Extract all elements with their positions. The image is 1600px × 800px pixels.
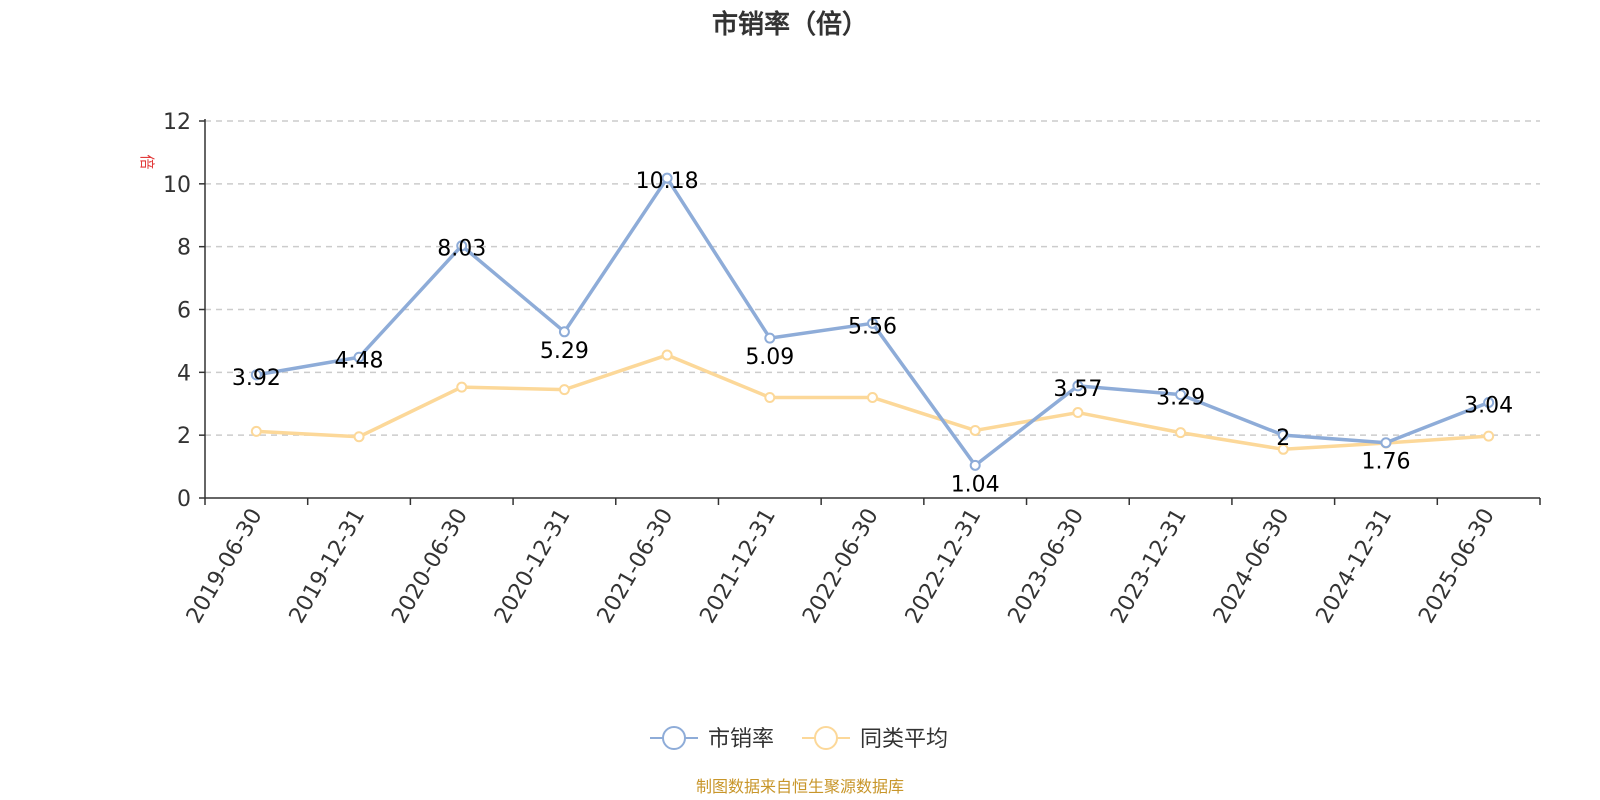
x-tick-label: 2022-12-31 <box>901 505 987 628</box>
x-tick-label: 2020-06-30 <box>387 505 473 628</box>
data-label: 1.04 <box>951 472 1000 497</box>
data-label: 5.56 <box>848 314 897 339</box>
x-tick-label: 2025-06-30 <box>1414 505 1500 628</box>
data-point[interactable] <box>971 461 980 470</box>
grid-lines <box>205 121 1540 435</box>
x-tick-label: 2024-12-31 <box>1312 505 1398 628</box>
legend-label: 同类平均 <box>860 727 948 752</box>
x-axis-ticks: 2019-06-30 2019-12-31 2020-06-30 2020-12-31… <box>182 498 1540 628</box>
y-tick-label: 0 <box>177 487 191 512</box>
data-point[interactable] <box>560 385 569 394</box>
data-point[interactable] <box>1484 432 1493 441</box>
data-point[interactable] <box>765 393 774 402</box>
x-tick-label: 2021-12-31 <box>695 505 781 628</box>
data-label: 10.18 <box>636 169 699 194</box>
legend-marker <box>663 727 685 749</box>
y-tick-label: 8 <box>177 236 191 261</box>
data-label: 8.03 <box>437 237 486 262</box>
data-point[interactable] <box>560 327 569 336</box>
x-tick-label: 2019-12-31 <box>285 505 371 628</box>
y-tick-label: 6 <box>177 299 191 324</box>
y-tick-label: 4 <box>177 361 191 386</box>
chart-title: 市销率（倍） <box>712 9 868 40</box>
data-point[interactable] <box>1073 408 1082 417</box>
data-label: 5.29 <box>540 339 589 364</box>
data-point[interactable] <box>663 351 672 360</box>
data-point[interactable] <box>457 383 466 392</box>
y-axis-unit: 倍 <box>138 154 156 169</box>
data-label: 3.29 <box>1156 386 1205 411</box>
data-label: 2 <box>1276 426 1290 451</box>
data-label: 3.57 <box>1053 377 1102 402</box>
legend-label: 市销率 <box>708 727 774 752</box>
data-label: 5.09 <box>745 345 794 370</box>
legend-marker <box>815 727 837 749</box>
y-axis-ticks: 0 2 4 6 8 10 12 <box>163 110 205 512</box>
data-point[interactable] <box>1176 428 1185 437</box>
data-label: 4.48 <box>335 348 384 373</box>
legend[interactable]: 市销率 同类平均 <box>650 727 948 752</box>
data-point[interactable] <box>252 427 261 436</box>
legend-item-1[interactable]: 同类平均 <box>802 727 948 752</box>
x-tick-label: 2021-06-30 <box>593 505 679 628</box>
legend-item-0[interactable]: 市销率 <box>650 727 774 752</box>
data-point[interactable] <box>765 334 774 343</box>
y-tick-label: 2 <box>177 424 191 449</box>
x-tick-label: 2020-12-31 <box>490 505 576 628</box>
x-tick-label: 2019-06-30 <box>182 505 268 628</box>
data-point[interactable] <box>1381 438 1390 447</box>
x-tick-label: 2022-06-30 <box>798 505 884 628</box>
x-tick-label: 2023-12-31 <box>1106 505 1192 628</box>
y-tick-label: 12 <box>163 110 191 135</box>
x-tick-label: 2024-06-30 <box>1209 505 1295 628</box>
data-label: 3.04 <box>1464 393 1513 418</box>
data-point[interactable] <box>355 432 364 441</box>
data-label: 3.92 <box>232 366 281 391</box>
y-tick-label: 10 <box>163 173 191 198</box>
data-point[interactable] <box>868 393 877 402</box>
data-source-note: 制图数据来自恒生聚源数据库 <box>696 777 904 796</box>
data-point[interactable] <box>971 426 980 435</box>
data-label: 1.76 <box>1361 450 1410 475</box>
x-tick-label: 2023-06-30 <box>1004 505 1090 628</box>
